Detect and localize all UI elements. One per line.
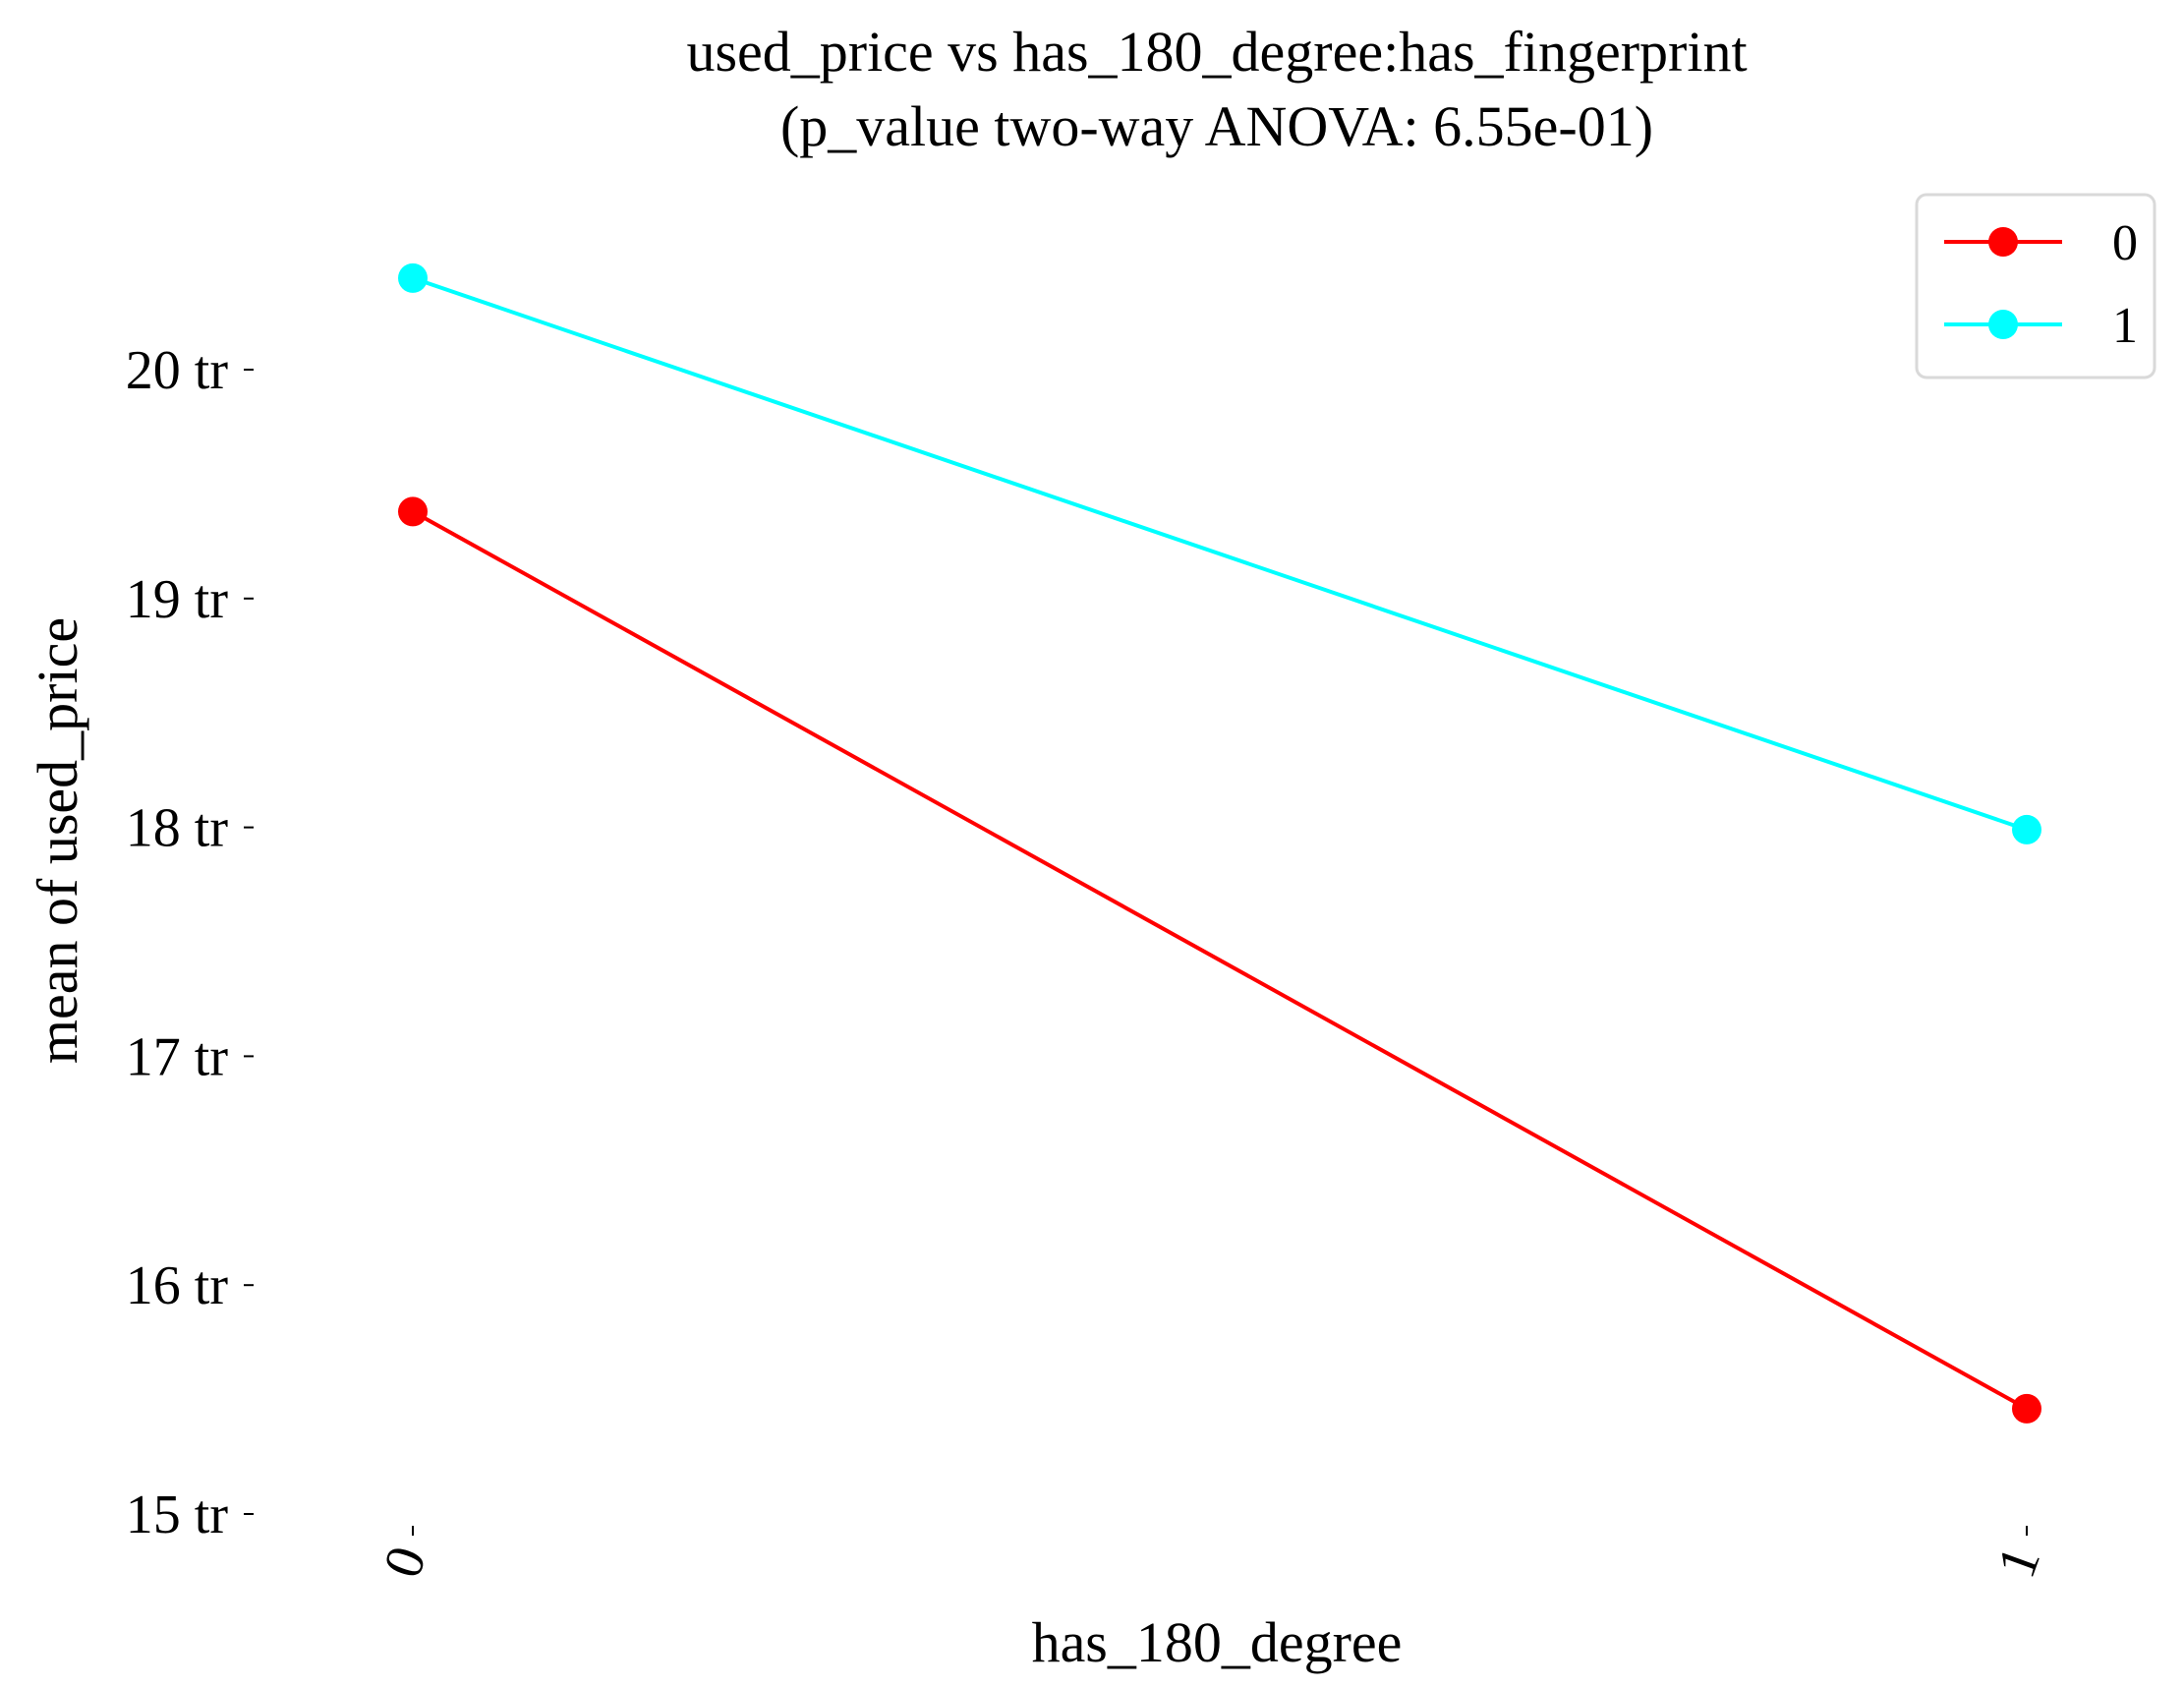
legend-label-0: 0 (2112, 215, 2138, 271)
y-axis-ticks: 15 tr 16 tr 17 tr 18 tr 19 tr 20 tr (126, 340, 254, 1545)
data-point-1 (2012, 814, 2041, 844)
series-line-0 (412, 509, 2028, 1411)
series-line-1 (412, 275, 2028, 832)
data-point-1 (398, 262, 428, 293)
series-layer (398, 262, 2041, 1424)
y-tick-label: 15 tr (126, 1484, 229, 1545)
y-axis-label: mean of used_price (26, 617, 89, 1064)
y-tick-label: 18 tr (126, 798, 229, 859)
data-point-0 (2012, 1393, 2041, 1424)
y-tick-label: 16 tr (126, 1255, 229, 1316)
chart-title: used_price vs has_180_degree:has_fingerp… (686, 20, 1747, 84)
y-tick-label: 20 tr (126, 340, 229, 401)
x-axis-label: has_180_degree (1032, 1610, 1403, 1674)
legend-marker-0 (1988, 227, 2018, 257)
y-tick-label: 19 tr (126, 569, 229, 630)
legend-label-1: 1 (2112, 298, 2138, 354)
chart-subtitle: (p_value two-way ANOVA: 6.55e-01) (780, 94, 1653, 158)
legend: 01 (1915, 193, 2156, 379)
legend-marker-1 (1988, 310, 2018, 339)
y-tick-label: 17 tr (126, 1026, 229, 1087)
data-point-0 (398, 496, 428, 527)
